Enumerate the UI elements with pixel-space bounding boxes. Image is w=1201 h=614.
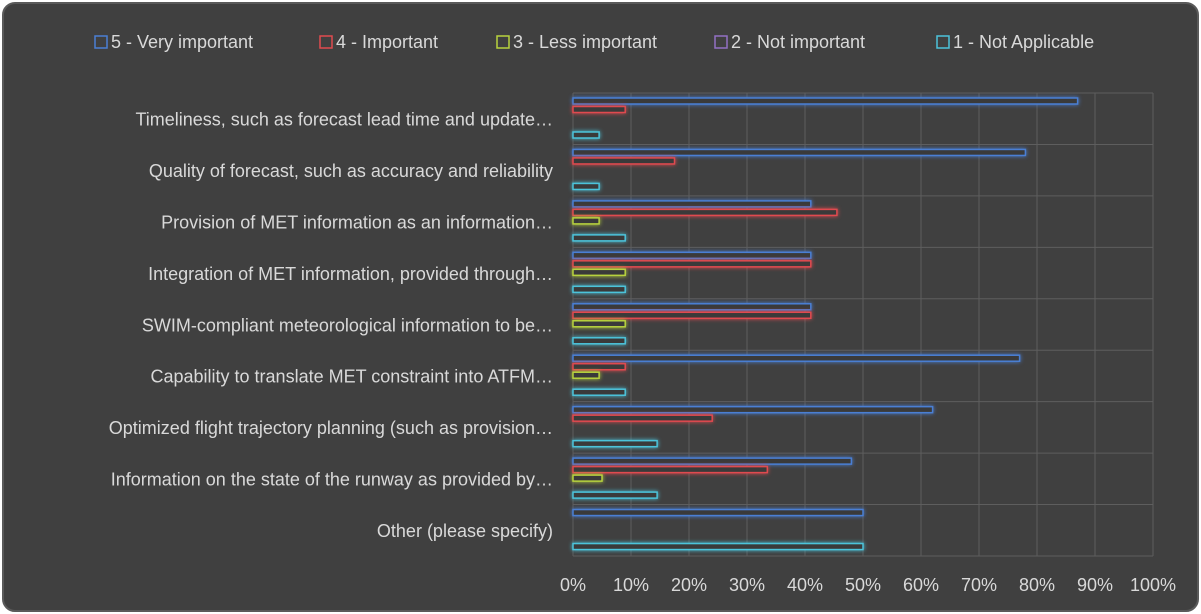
legend-label: 2 - Not important bbox=[731, 32, 865, 52]
bar bbox=[572, 260, 812, 268]
legend-label: 3 - Less important bbox=[513, 32, 657, 52]
bar bbox=[572, 97, 1079, 105]
bar bbox=[572, 362, 626, 371]
y-tick-label: Quality of forecast, such as accuracy an… bbox=[149, 161, 553, 181]
y-tick-label: Capability to translate MET constraint i… bbox=[151, 367, 554, 387]
legend-swatch bbox=[714, 35, 728, 49]
bar bbox=[572, 285, 626, 294]
x-tick-label: 50% bbox=[845, 575, 881, 595]
bar bbox=[572, 542, 864, 551]
bar bbox=[572, 405, 934, 414]
legend-label: 4 - Important bbox=[336, 32, 438, 52]
legend-label: 1 - Not Applicable bbox=[953, 32, 1094, 52]
bar bbox=[572, 465, 769, 474]
legend-label: 5 - Very important bbox=[111, 32, 253, 52]
bar bbox=[572, 508, 864, 517]
x-tick-label: 20% bbox=[671, 575, 707, 595]
bar bbox=[572, 491, 658, 499]
y-tick-label: Optimized flight trajectory planning (su… bbox=[109, 418, 553, 438]
legend-swatch bbox=[496, 35, 510, 49]
y-tick-label: Integration of MET information, provided… bbox=[148, 264, 553, 284]
bar bbox=[572, 474, 603, 482]
bar bbox=[572, 457, 853, 465]
bar bbox=[572, 105, 626, 114]
bar bbox=[572, 354, 1021, 362]
bar bbox=[572, 303, 812, 311]
bar bbox=[572, 371, 600, 379]
x-tick-label: 10% bbox=[613, 575, 649, 595]
x-tick-label: 90% bbox=[1077, 575, 1113, 595]
x-tick-label: 40% bbox=[787, 575, 823, 595]
x-tick-label: 100% bbox=[1130, 575, 1176, 595]
y-tick-label: SWIM-compliant meteorological informatio… bbox=[142, 315, 553, 335]
bar bbox=[572, 320, 626, 328]
bar bbox=[572, 234, 626, 242]
bar bbox=[572, 439, 658, 448]
legend-swatch bbox=[936, 35, 950, 49]
bar bbox=[572, 337, 626, 345]
bar bbox=[572, 388, 626, 396]
legend-swatch bbox=[319, 35, 333, 49]
bar bbox=[572, 148, 1027, 157]
bar bbox=[572, 251, 812, 260]
bar bbox=[572, 182, 600, 191]
bar bbox=[572, 414, 713, 422]
bar bbox=[572, 208, 838, 217]
bar bbox=[572, 268, 626, 277]
y-tick-label: Other (please specify) bbox=[377, 521, 553, 541]
legend-swatch bbox=[94, 35, 108, 49]
y-tick-label: Timeliness, such as forecast lead time a… bbox=[135, 109, 553, 129]
bar bbox=[572, 131, 600, 139]
x-tick-label: 80% bbox=[1019, 575, 1055, 595]
bar bbox=[572, 311, 812, 320]
x-tick-label: 70% bbox=[961, 575, 997, 595]
bar bbox=[572, 200, 812, 208]
bar bbox=[572, 217, 600, 225]
x-tick-label: 0% bbox=[560, 575, 586, 595]
x-tick-label: 60% bbox=[903, 575, 939, 595]
bar bbox=[572, 157, 676, 165]
x-tick-label: 30% bbox=[729, 575, 765, 595]
y-tick-label: Information on the state of the runway a… bbox=[111, 470, 553, 490]
y-tick-label: Provision of MET information as an infor… bbox=[161, 212, 553, 232]
